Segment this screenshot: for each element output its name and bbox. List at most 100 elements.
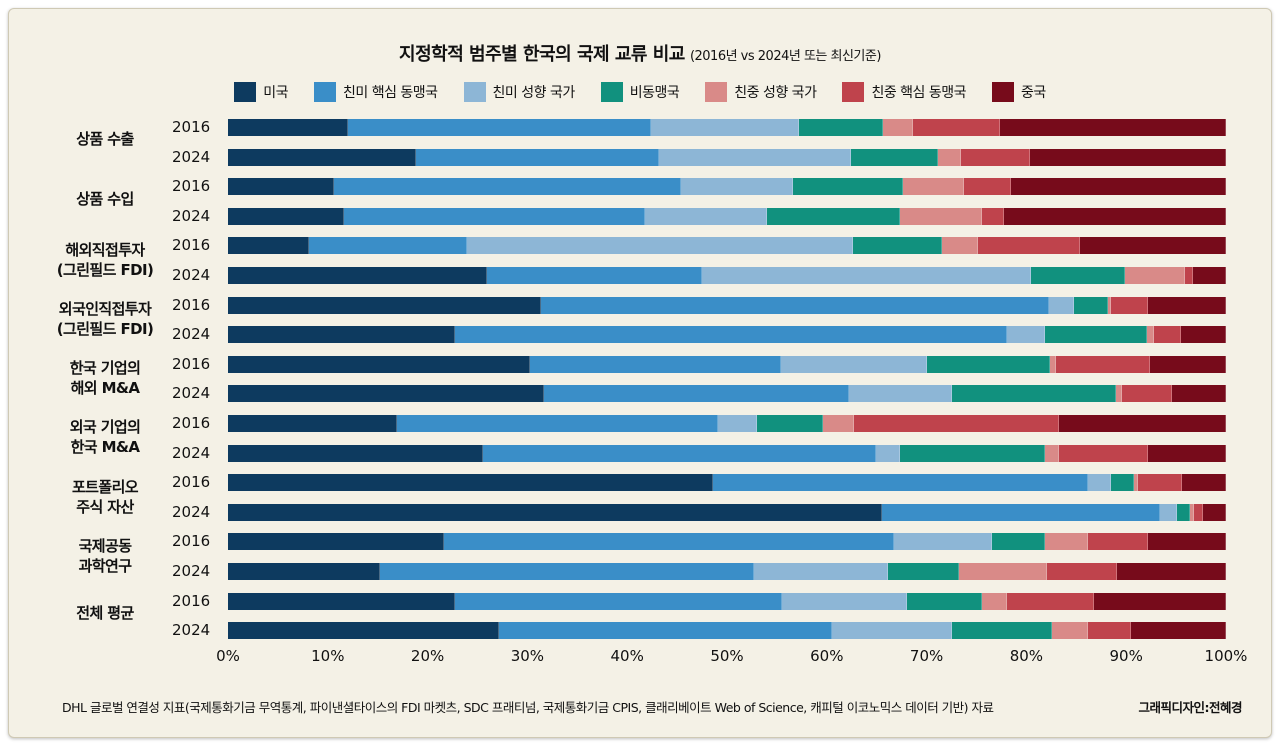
group-label: 포트폴리오 주식 자산 — [20, 477, 190, 517]
bar-segment — [1045, 533, 1089, 551]
bar-segment — [454, 326, 1008, 344]
year-label: 2024 — [172, 266, 211, 284]
group-label: 외국인직접투자 (그린필드 FDI) — [20, 299, 190, 339]
bar-segment — [718, 415, 757, 432]
bar-row — [228, 474, 1226, 492]
bar-segment — [1125, 267, 1186, 284]
legend-label: 친미 성향 국가 — [492, 85, 576, 101]
bar-segment — [228, 237, 309, 255]
bar-segment — [1122, 385, 1173, 403]
bar-segment — [982, 592, 1008, 610]
bar-segment — [228, 592, 455, 610]
bar-segment — [961, 148, 1031, 166]
legend-swatch — [705, 82, 728, 102]
group-label-line: 주식 자산 — [76, 497, 134, 516]
legend-item: 친중 성향 국가 — [705, 82, 817, 102]
bar-segment — [1116, 385, 1123, 403]
bar-segment — [1073, 296, 1109, 314]
year-label: 2024 — [172, 502, 211, 521]
legend-swatch — [234, 82, 257, 102]
bar-segment — [645, 207, 767, 225]
bar-segment — [228, 296, 541, 314]
bar-row — [228, 385, 1226, 403]
legend-label: 비동맹국 — [629, 85, 680, 101]
bar-row — [228, 326, 1226, 344]
bar-segment — [396, 415, 718, 432]
bar-segment — [1056, 355, 1151, 373]
x-tick-label: 60% — [810, 647, 844, 665]
bar-segment — [822, 415, 854, 432]
x-tick-label: 70% — [909, 647, 944, 665]
bar-row — [228, 592, 1226, 610]
bar-segment — [766, 207, 900, 225]
bar-segment — [926, 355, 1051, 373]
legend-label: 친중 핵심 동맹국 — [871, 85, 967, 101]
bar-segment — [937, 148, 962, 166]
bar-segment — [1080, 237, 1226, 255]
year-label: 2016 — [172, 532, 211, 551]
legend-label: 친중 성향 국가 — [734, 85, 817, 101]
bar-segment — [1150, 355, 1226, 373]
year-label: 2016 — [172, 414, 211, 432]
group-label-line: 상품 수출 — [76, 130, 134, 149]
bar-row — [228, 296, 1226, 314]
bar-segment — [1185, 267, 1193, 284]
bar-segment — [1134, 474, 1139, 492]
bar-segment — [1048, 296, 1074, 314]
bar-segment — [228, 326, 455, 344]
bar-segment — [347, 119, 651, 136]
chart-title: 지정학적 범주별 한국의 국제 교류 비교 — [399, 44, 685, 65]
bar-segment — [343, 207, 646, 225]
bar-segment — [1138, 474, 1183, 492]
bar-segment — [415, 148, 660, 166]
bar-segment — [978, 237, 1081, 255]
bar-segment — [1094, 592, 1226, 610]
bar-row — [228, 267, 1226, 284]
bar-segment — [1148, 296, 1226, 314]
group-label: 한국 기업의 해외 M&A — [20, 358, 190, 398]
bar-row — [228, 119, 1226, 136]
legend-swatch — [600, 82, 623, 102]
year-label: 2024 — [172, 443, 211, 462]
bar-segment — [1047, 563, 1118, 580]
bar-row — [228, 444, 1226, 462]
bar-segment — [228, 474, 714, 492]
group-label: 상품 수입 — [20, 189, 190, 209]
bar-segment — [713, 474, 1089, 492]
bar-segment — [1160, 503, 1178, 521]
bar-segment — [906, 592, 983, 610]
chart-title-block: 지정학적 범주별 한국의 국제 교류 비교 (2016년 vs 2024년 또는… — [0, 40, 1280, 66]
bar-row — [228, 533, 1226, 551]
bar-segment — [659, 148, 851, 166]
bar-segment — [1007, 326, 1046, 344]
year-label: 2016 — [172, 177, 211, 196]
bar-segment — [466, 237, 853, 255]
bar-segment — [530, 355, 781, 373]
bar-segment — [1000, 119, 1226, 136]
group-label-line: 국제공동 — [78, 536, 132, 555]
bar-segment — [1147, 326, 1155, 344]
bar-segment — [544, 385, 849, 403]
group-label-line: 한국 기업의 — [69, 359, 141, 378]
group-label-line: 포트폴리오 — [71, 477, 139, 496]
bar-segment — [1059, 415, 1226, 432]
bar-segment — [982, 207, 1005, 225]
x-tick-label: 10% — [311, 647, 345, 665]
bar-segment — [887, 563, 959, 580]
bar-segment — [1045, 326, 1148, 344]
bar-segment — [1050, 355, 1057, 373]
bar-segment — [941, 237, 979, 255]
bar-row — [228, 355, 1226, 373]
group-label-line: 외국인직접투자 — [58, 299, 152, 318]
x-tick-label: 40% — [610, 647, 644, 665]
bar-row — [228, 207, 1226, 225]
bar-row — [228, 178, 1226, 196]
bar-segment — [1182, 474, 1226, 492]
bar-segment — [1194, 503, 1203, 521]
legend-swatch — [992, 82, 1015, 102]
bar-segment — [964, 178, 1012, 196]
bar-segment — [228, 563, 380, 580]
x-tick-label: 80% — [1009, 647, 1044, 665]
legend-swatch — [463, 82, 486, 102]
bar-segment — [1045, 444, 1060, 462]
